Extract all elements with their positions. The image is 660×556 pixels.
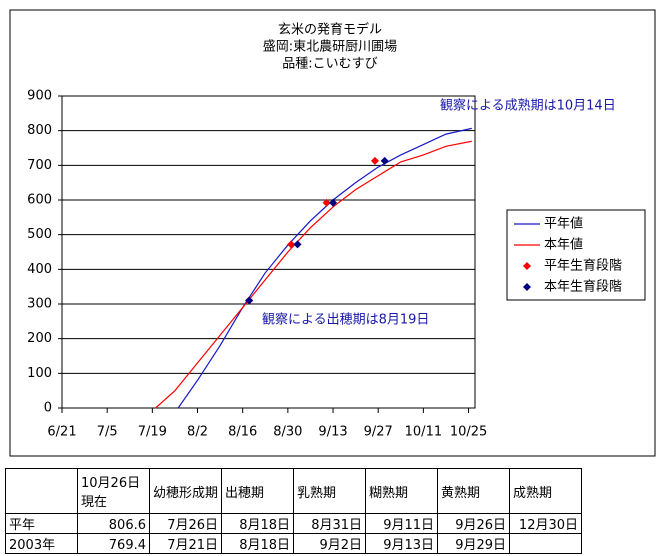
legend-label: 本年値 [544, 237, 583, 253]
stage-marker [293, 240, 302, 249]
annotation: 観察による出穂期は8月19日 [262, 313, 429, 328]
table-cell: 9月29日 [437, 533, 511, 554]
x-tick-label: 8/2 [187, 425, 208, 440]
legend-swatch [523, 262, 531, 270]
x-tick-label: 10/11 [405, 425, 442, 440]
table-row: 平年 806.6 7月26日 8月18日 8月31日 9月11日 9月26日 12月30日 [5, 513, 583, 534]
chart-title: 玄米の発育モデル [278, 22, 382, 38]
x-tick-label: 10/25 [450, 425, 487, 440]
table-cell: 10月26日 現在 [77, 468, 150, 514]
table-cell: 出穂期 [221, 468, 295, 514]
stage-marker [322, 198, 331, 207]
series-line [155, 140, 472, 409]
x-tick-label: 9/27 [364, 425, 393, 440]
legend-swatch [523, 283, 531, 291]
stage-marker [245, 296, 254, 305]
table-cell: 769.4 [77, 533, 150, 554]
x-tick-label: 8/30 [273, 425, 302, 440]
y-tick-label: 400 [27, 262, 52, 277]
x-tick-label: 7/19 [138, 425, 167, 440]
table-cell: 8月18日 [221, 533, 295, 554]
table-cell [509, 533, 583, 554]
y-tick-label: 100 [27, 366, 52, 381]
table-cell: 7月26日 [148, 513, 223, 534]
y-tick-label: 600 [27, 193, 52, 208]
y-tick-label: 0 [44, 401, 52, 416]
stage-marker [370, 156, 379, 165]
table-cell: 平年 [5, 513, 78, 534]
y-tick-label: 200 [27, 331, 52, 346]
y-tick-label: 300 [27, 297, 52, 312]
y-tick-label: 900 [27, 89, 52, 104]
table-cell: 8月18日 [221, 513, 295, 534]
annotation: 観察による成熟期は10月14日 [440, 98, 616, 114]
table-cell: 806.6 [77, 513, 150, 534]
table-cell: 9月2日 [293, 533, 367, 554]
table-row: 2003年 769.4 7月21日 8月18日 9月2日 9月13日 9月29日 [5, 533, 583, 554]
table-cell: 成熟期 [509, 468, 583, 514]
x-tick-label: 9/13 [318, 425, 347, 440]
y-tick-label: 700 [27, 158, 52, 173]
table-cell: 9月13日 [365, 533, 439, 554]
table-cell: 乳熟期 [293, 468, 367, 514]
stage-marker [287, 240, 296, 249]
table-cell: 12月30日 [509, 513, 583, 534]
table-cell: 2003年 [5, 533, 78, 554]
series-line [177, 127, 472, 409]
data-table: 10月26日 現在 幼穂形成期 出穂期 乳熟期 糊熟期 黄熟期 成熟期 平年 806.6 7月26… [5, 468, 583, 554]
legend-label: 平年値 [544, 216, 583, 232]
table-cell: 幼穂形成期 [148, 468, 223, 514]
table-cell: 7月21日 [148, 533, 223, 554]
table-cell: 9月26日 [437, 513, 511, 534]
table-cell: 黄熟期 [437, 468, 511, 514]
x-tick-label: 8/16 [228, 425, 257, 440]
table-cell: 9月11日 [365, 513, 439, 534]
chart-title: 品種:こいむすび [282, 56, 377, 72]
x-tick-label: 7/5 [97, 425, 118, 440]
chart-title: 盛岡:東北農研厨川圃場 [263, 39, 397, 55]
x-tick-label: 6/21 [47, 425, 76, 440]
table-row: 10月26日 現在 幼穂形成期 出穂期 乳熟期 糊熟期 黄熟期 成熟期 [5, 468, 583, 514]
table-cell [5, 468, 78, 514]
legend-label: 平年生育段階 [544, 258, 622, 274]
legend-box [506, 209, 646, 301]
plot-frame [61, 95, 476, 409]
stage-marker [329, 198, 338, 207]
table-cell: 糊熟期 [365, 468, 439, 514]
table-cell: 8月31日 [293, 513, 367, 534]
y-tick-label: 800 [27, 123, 52, 138]
stage-marker [380, 156, 389, 165]
legend-label: 本年生育段階 [544, 279, 622, 295]
y-tick-label: 500 [27, 227, 52, 242]
